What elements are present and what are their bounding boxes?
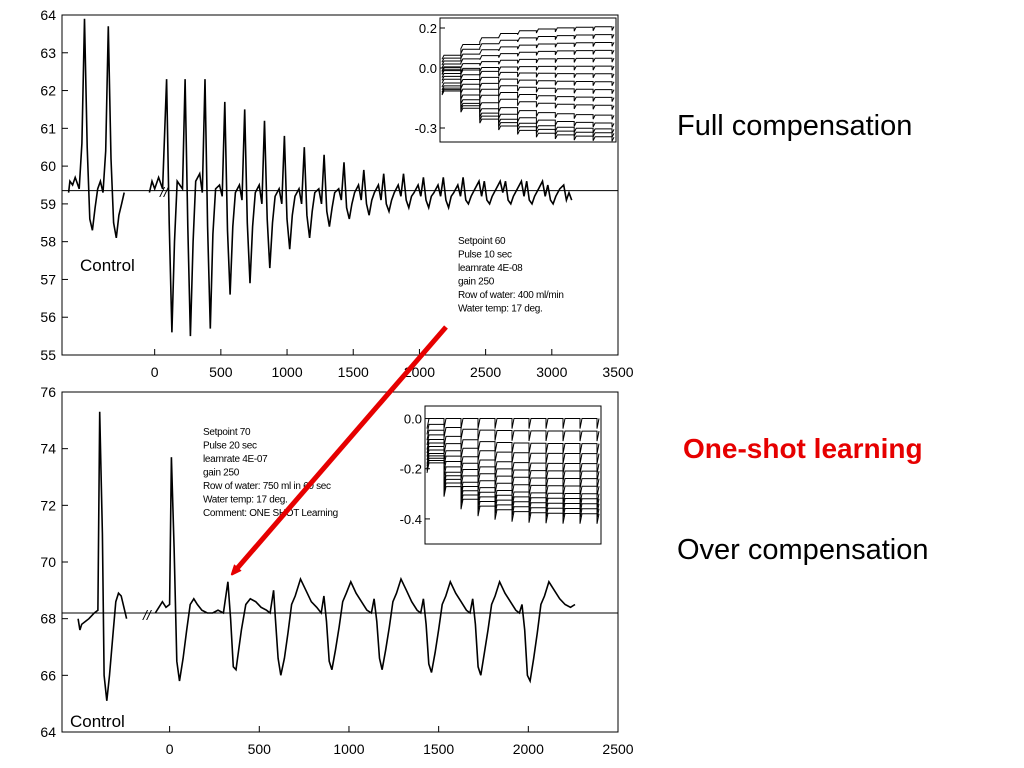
x-tick-label: 1500 — [423, 741, 454, 757]
y-tick-label: 62 — [40, 83, 56, 99]
y-tick-label: 64 — [40, 7, 56, 23]
inset-curve — [441, 34, 615, 63]
full-compensation-label: Full compensation — [677, 110, 913, 142]
annotation-line: learnrate 4E-08 — [458, 263, 523, 274]
x-tick-label: 500 — [248, 741, 272, 757]
parameters-annotation: Setpoint 60 Pulse 10 sec learnrate 4E-08 ga… — [458, 236, 564, 315]
annotation-line: gain 250 — [203, 468, 240, 479]
annotation-line: Row of water: 750 ml in 60 sec — [203, 481, 331, 492]
inset-curve — [441, 65, 615, 75]
inset-y-tick-label: 0.0 — [404, 412, 422, 427]
inset-curve — [441, 73, 615, 94]
inset-curve — [426, 446, 600, 489]
one-shot-learning-label: One-shot learning — [683, 433, 923, 464]
x-tick-label: 3500 — [602, 364, 633, 380]
over-compensation-chart: 64 66 68 70 72 74 76 0 500 1000 1500 2000 2500 // Co… — [40, 384, 633, 757]
x-tick-label: 1000 — [271, 364, 302, 380]
inset-learning-curves: 0.2 0.0 -0.3 — [415, 17, 617, 143]
y-tick-label: 56 — [40, 309, 56, 325]
inset-curve — [441, 78, 615, 110]
inset-learning-curves: 0.0 -0.2 -0.4 — [400, 405, 602, 545]
inset-curve — [426, 429, 600, 454]
annotation-line: gain 250 — [458, 277, 495, 288]
x-tick-label: 2000 — [513, 741, 544, 757]
inset-curve — [441, 82, 615, 120]
axis-break-marker: // — [142, 607, 153, 623]
x-tick-label: 2500 — [470, 364, 501, 380]
annotation-line: Setpoint 60 — [458, 236, 506, 247]
inset-curve — [441, 26, 615, 60]
annotation-line: Pulse 20 sec — [203, 441, 257, 452]
y-tick-label: 60 — [40, 158, 56, 174]
annotation-line: Comment: ONE SHOT Learning — [203, 508, 338, 519]
y-tick-label: 55 — [40, 347, 56, 363]
inset-curve — [441, 89, 615, 138]
y-tick-label: 72 — [40, 497, 56, 513]
y-tick-label: 63 — [40, 45, 56, 61]
inset-curve — [441, 75, 615, 102]
annotation-line: Setpoint 70 — [203, 427, 251, 438]
inset-curve — [426, 434, 600, 464]
x-tick-label: 2500 — [602, 741, 633, 757]
inset-y-tick-label: 0.2 — [419, 21, 437, 36]
annotation-line: Water temp: 17 deg. — [458, 304, 543, 315]
x-tick-label: 1000 — [333, 741, 364, 757]
temperature-series-line — [77, 411, 576, 701]
inset-curve — [426, 449, 600, 497]
inset-y-tick-label: -0.4 — [400, 512, 422, 527]
control-label: Control — [70, 712, 125, 731]
inset-curve — [426, 462, 600, 524]
red-arrow-icon — [234, 325, 448, 572]
inset-curve — [441, 67, 615, 79]
y-tick-label: 66 — [40, 667, 56, 683]
inset-curve — [441, 57, 615, 72]
inset-curve — [426, 418, 600, 429]
plot-frame — [61, 14, 619, 356]
inset-curve — [426, 423, 600, 442]
y-tick-label: 59 — [40, 196, 56, 212]
x-tick-label: 500 — [209, 364, 233, 380]
control-label: Control — [80, 256, 135, 275]
x-tick-label: 1500 — [338, 364, 369, 380]
y-tick-label: 61 — [40, 120, 56, 136]
y-tick-label: 76 — [40, 384, 56, 400]
temperature-series-line — [67, 18, 573, 337]
inset-y-tick-label: -0.2 — [400, 462, 422, 477]
inset-curve — [441, 85, 615, 128]
inset-curve — [441, 42, 615, 66]
axis-break-marker: // — [159, 184, 170, 200]
y-tick-label: 74 — [40, 441, 56, 457]
inset-curve — [426, 439, 600, 474]
inset-curve — [426, 442, 600, 482]
annotation-line: Water temp: 17 deg. — [203, 495, 288, 506]
x-tick-label: 3000 — [536, 364, 567, 380]
inset-curve — [441, 87, 615, 134]
y-tick-label: 58 — [40, 234, 56, 250]
annotation-line: Pulse 10 sec — [458, 250, 512, 261]
y-tick-label: 64 — [40, 724, 56, 740]
annotation-line: Row of water: 400 ml/min — [458, 290, 564, 301]
inset-curve — [441, 49, 615, 69]
inset-y-tick-label: -0.3 — [415, 121, 437, 136]
inset-y-tick-label: 0.0 — [419, 61, 437, 76]
x-tick-label: 0 — [151, 364, 159, 380]
x-tick-label: 0 — [166, 741, 174, 757]
over-compensation-label: Over compensation — [677, 534, 929, 566]
y-tick-label: 57 — [40, 271, 56, 287]
inset-curve — [441, 90, 615, 142]
annotation-line: learnrate 4E-07 — [203, 454, 268, 465]
y-tick-label: 70 — [40, 554, 56, 570]
y-tick-label: 68 — [40, 611, 56, 627]
inset-curve — [441, 70, 615, 87]
parameters-annotation: Setpoint 70 Pulse 20 sec learnrate 4E-07 ga… — [203, 427, 338, 519]
